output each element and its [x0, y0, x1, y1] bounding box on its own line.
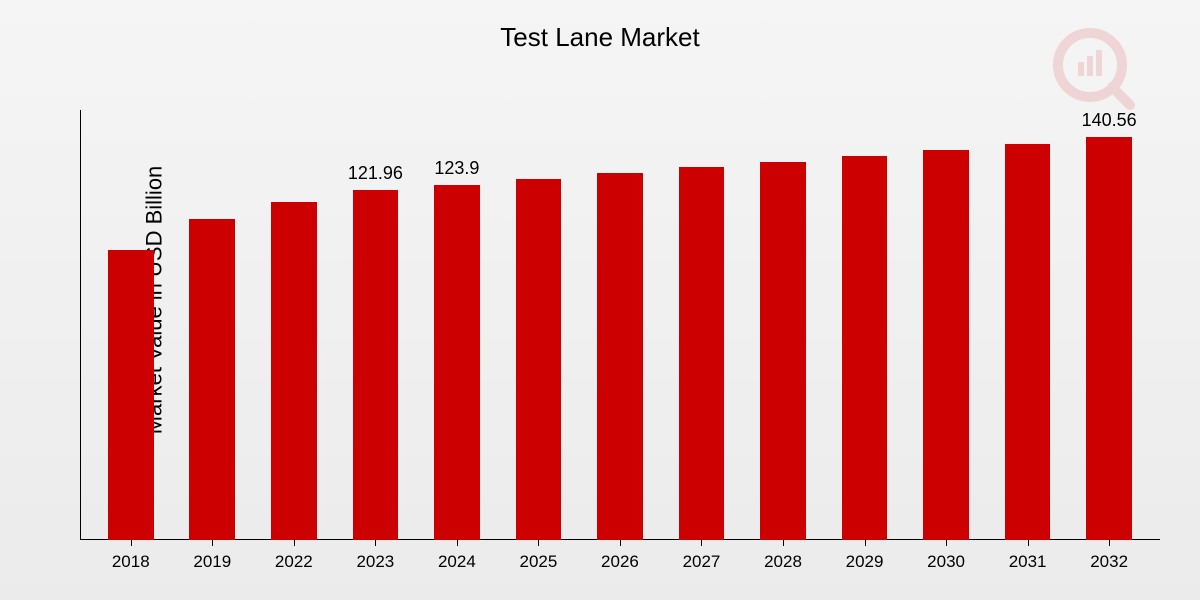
x-tick — [946, 540, 947, 546]
bar — [108, 250, 154, 540]
x-axis-tick-label: 2023 — [335, 552, 417, 572]
bar-wrap — [742, 110, 824, 540]
chart-title: Test Lane Market — [500, 22, 699, 53]
bar-value-label: 123.9 — [434, 158, 479, 179]
x-tick — [620, 540, 621, 546]
bar — [434, 185, 480, 540]
plot-area: 121.96 123.9 140.56 — [80, 110, 1160, 540]
x-tick — [457, 540, 458, 546]
bar-value-label: 121.96 — [348, 163, 403, 184]
x-tick — [1028, 540, 1029, 546]
bar — [842, 156, 888, 540]
x-tick — [1109, 540, 1110, 546]
bar-wrap — [253, 110, 335, 540]
x-tick — [783, 540, 784, 546]
x-axis-tick-label: 2031 — [987, 552, 1069, 572]
bar — [516, 179, 562, 540]
bar-wrap — [90, 110, 172, 540]
bar-wrap: 123.9 — [416, 110, 498, 540]
x-axis-tick-label: 2019 — [172, 552, 254, 572]
x-labels-container: 2018201920222023202420252026202720282029… — [80, 552, 1160, 572]
bars-container: 121.96 123.9 140.56 — [80, 110, 1160, 540]
bar-wrap: 121.96 — [335, 110, 417, 540]
bar — [679, 167, 725, 540]
x-axis-tick-label: 2032 — [1068, 552, 1150, 572]
x-tick — [538, 540, 539, 546]
bar — [923, 150, 969, 540]
x-axis-tick-label: 2024 — [416, 552, 498, 572]
bar — [597, 173, 643, 540]
bar-wrap — [579, 110, 661, 540]
x-tick — [131, 540, 132, 546]
x-axis-tick-label: 2025 — [498, 552, 580, 572]
x-axis-tick-label: 2029 — [824, 552, 906, 572]
x-axis-tick-label: 2028 — [742, 552, 824, 572]
x-tick — [294, 540, 295, 546]
bar-wrap — [905, 110, 987, 540]
x-axis-tick-label: 2030 — [905, 552, 987, 572]
x-axis-tick-label: 2027 — [661, 552, 743, 572]
bar-value-label: 140.56 — [1082, 110, 1137, 131]
x-tick — [865, 540, 866, 546]
bar-wrap — [498, 110, 580, 540]
bar — [1005, 144, 1051, 540]
bar-wrap — [172, 110, 254, 540]
watermark-logo — [1050, 20, 1140, 115]
bar-wrap — [824, 110, 906, 540]
x-tick — [375, 540, 376, 546]
bar — [353, 190, 399, 540]
bar — [189, 219, 235, 540]
bar — [271, 202, 317, 540]
x-tick — [701, 540, 702, 546]
x-axis-tick-label: 2018 — [90, 552, 172, 572]
x-axis-tick-label: 2026 — [579, 552, 661, 572]
bar-wrap — [661, 110, 743, 540]
bar-wrap: 140.56 — [1068, 110, 1150, 540]
bar — [760, 162, 806, 540]
x-axis-tick-label: 2022 — [253, 552, 335, 572]
bar — [1086, 137, 1132, 540]
bar-wrap — [987, 110, 1069, 540]
x-tick — [212, 540, 213, 546]
